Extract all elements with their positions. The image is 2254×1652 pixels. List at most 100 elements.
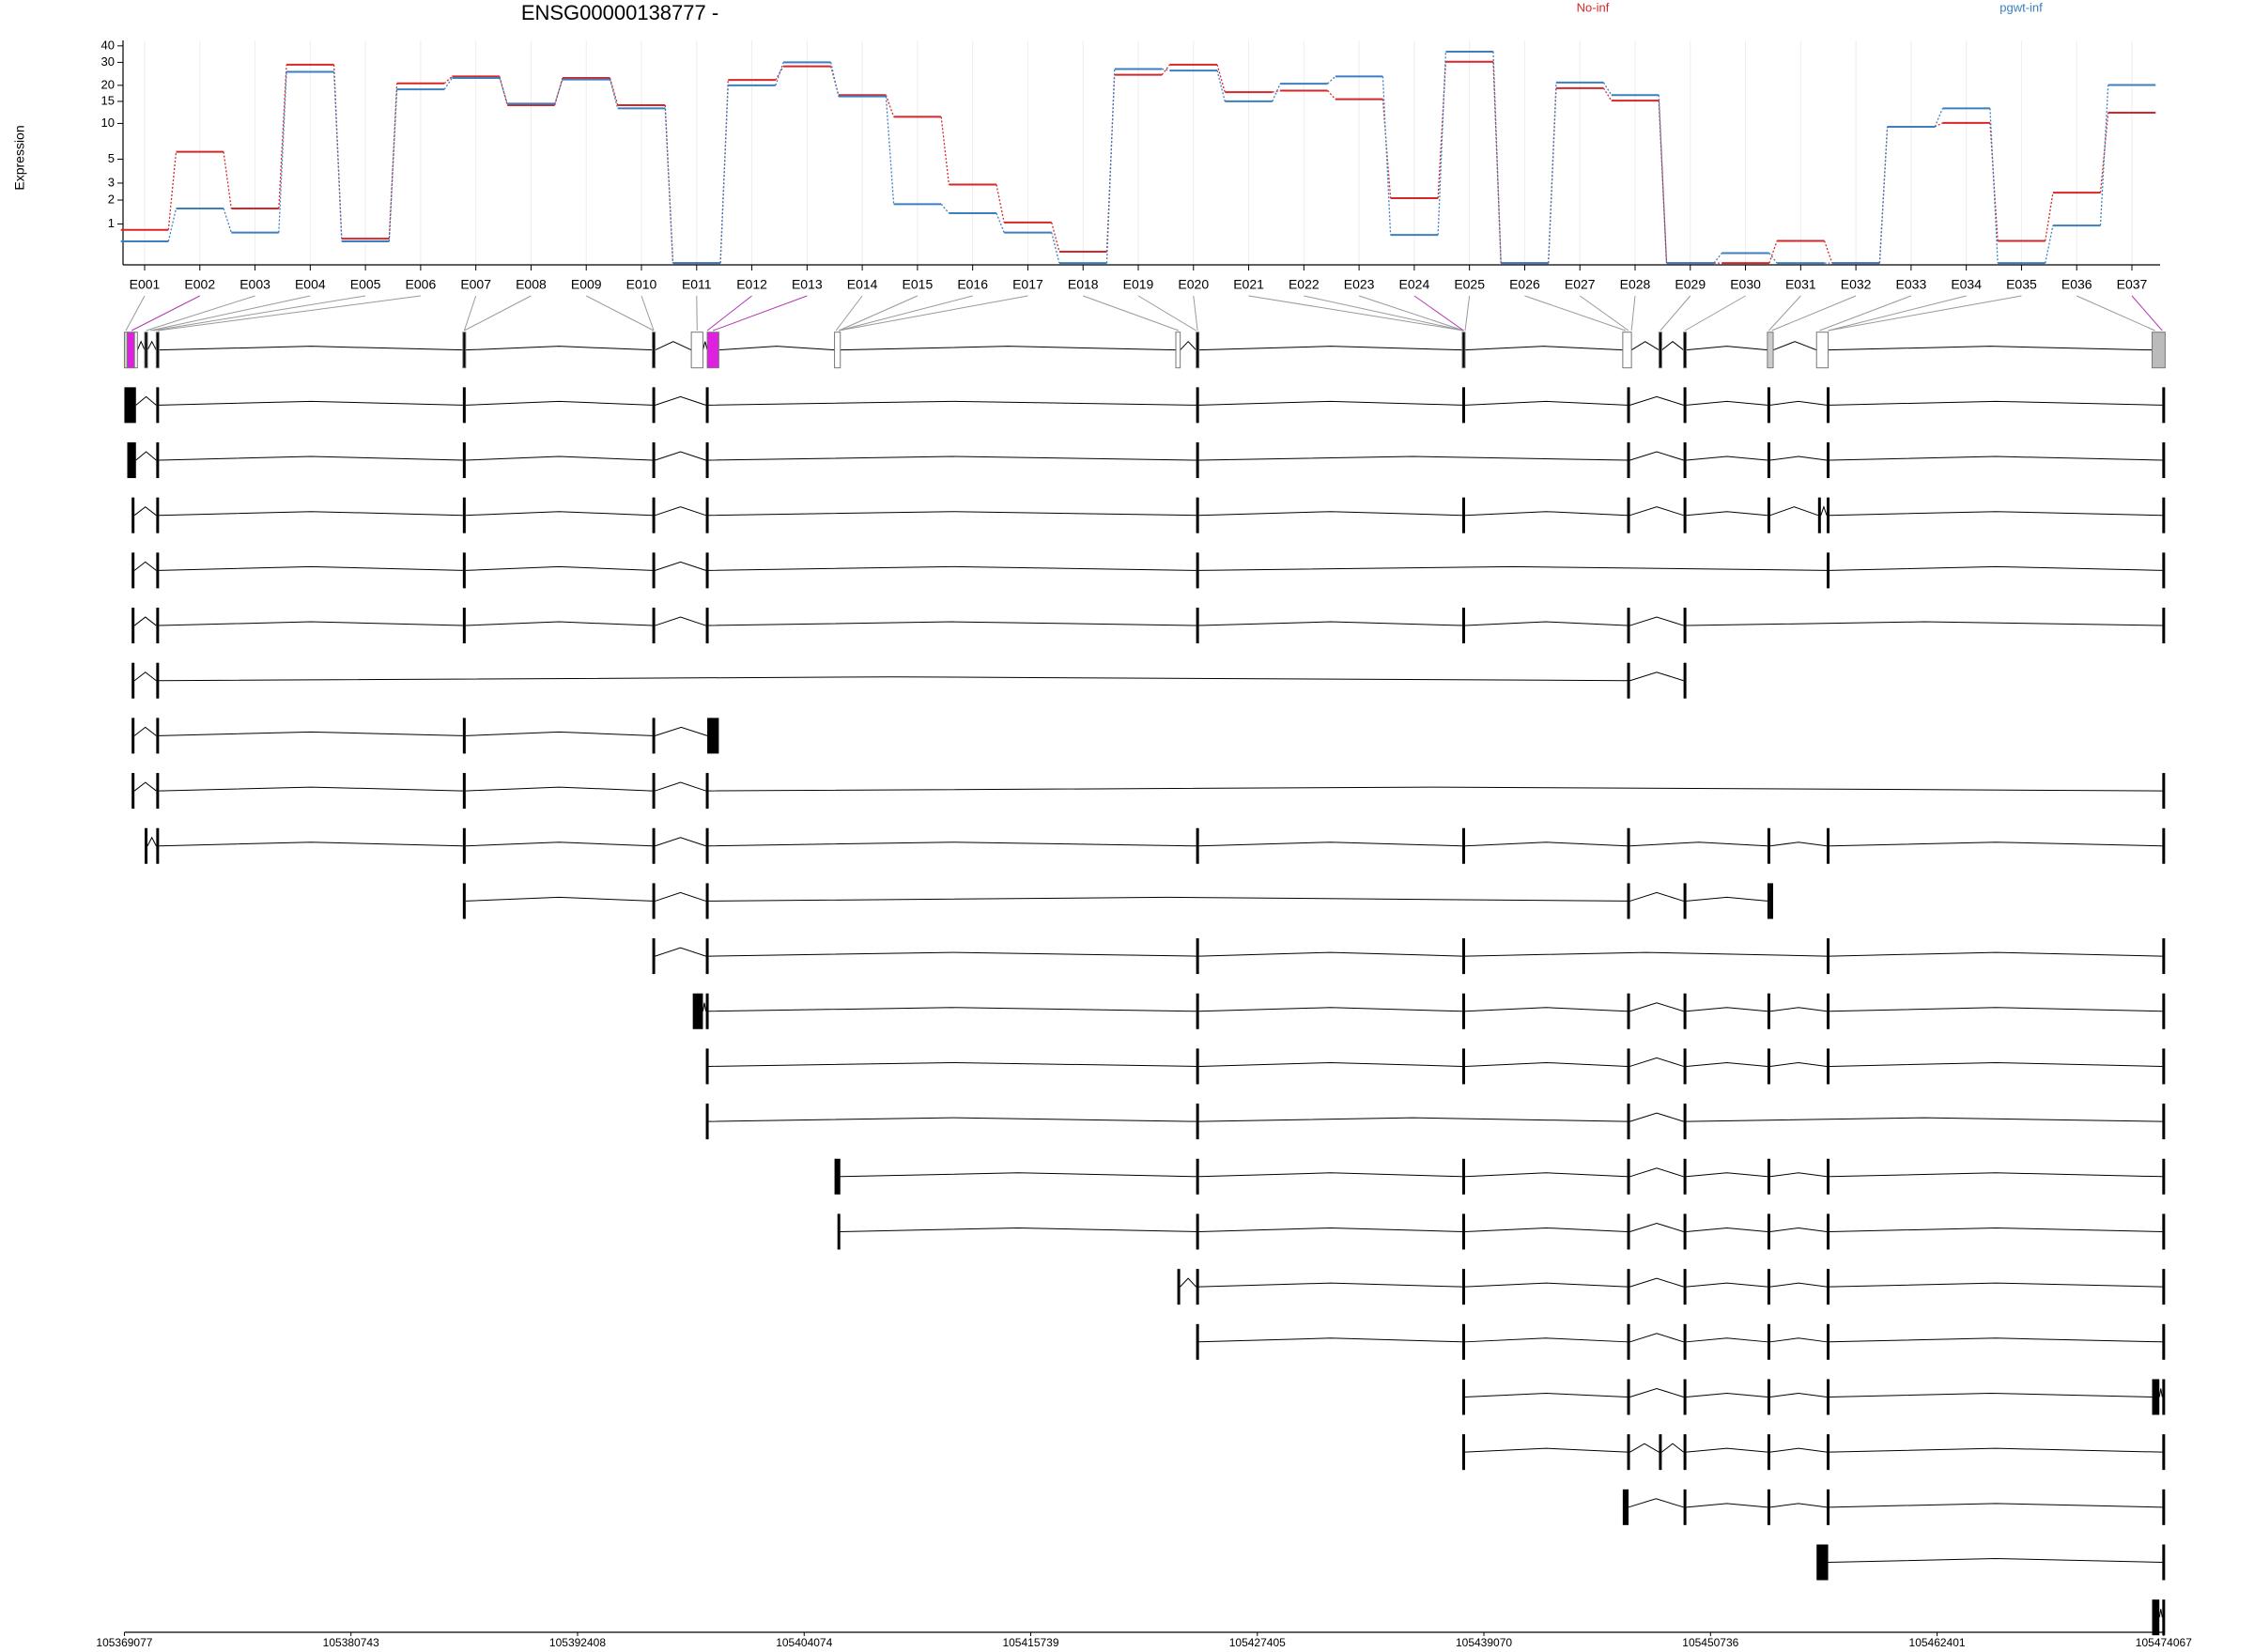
transcript-exon: [131, 718, 135, 754]
intron: [1829, 1007, 2163, 1012]
step-connector: [1548, 82, 1557, 264]
intron: [159, 346, 463, 351]
intron: [1629, 1222, 1684, 1232]
genomic-tick-label: 105462401: [1909, 1636, 1966, 1649]
legend-entry: No-inf: [1577, 0, 1610, 14]
intron: [1464, 346, 1623, 351]
x-tick-label: E018: [1068, 277, 1099, 292]
transcript-exon: [1196, 938, 1199, 975]
intron: [708, 841, 1196, 847]
transcript-exon: [131, 662, 135, 699]
genomic-tick-label: 105415739: [1002, 1636, 1058, 1649]
step-connector: [1105, 69, 1116, 264]
intron: [465, 455, 653, 461]
x-tick-label: E014: [847, 277, 878, 292]
transcript-exon: [145, 827, 148, 864]
intron: [1198, 1337, 1462, 1343]
exon-link: [839, 295, 973, 332]
transcript-exon: [652, 608, 656, 644]
transcript-exon: [1827, 497, 1830, 533]
intron: [1828, 1558, 2163, 1564]
intron: [1628, 1498, 1684, 1508]
transcript-exon: [652, 442, 656, 479]
intron: [465, 565, 653, 571]
transcript-exon: [1196, 1213, 1199, 1250]
intron: [159, 676, 1628, 682]
intron: [1464, 511, 1628, 517]
exon-link: [2076, 295, 2155, 332]
intron: [655, 451, 706, 461]
transcript-exon: [2162, 1323, 2166, 1360]
intron: [1464, 1061, 1628, 1067]
legend-entry: pgwt-inf: [1999, 0, 2043, 14]
transcript-exon: [1827, 1434, 1830, 1471]
x-tick-label: E036: [2061, 277, 2092, 292]
y-tick-label: 20: [101, 77, 115, 91]
intron: [1769, 1392, 1828, 1397]
intron: [159, 565, 463, 571]
transcript-exon: [462, 387, 466, 424]
gene-model-exon: [1815, 332, 1829, 369]
step-connector: [499, 77, 508, 104]
x-tick-label: E006: [406, 277, 437, 292]
intron: [655, 947, 706, 957]
transcript-exon: [1461, 938, 1465, 975]
step-connector: [1272, 89, 1281, 93]
x-tick-label: E001: [130, 277, 161, 292]
exon-link: [1819, 295, 1912, 332]
transcript-exon: [652, 938, 656, 975]
intron: [1198, 400, 1462, 406]
transcript-exon: [1461, 993, 1465, 1029]
transcript-exon: [156, 497, 160, 533]
exon-link: [1083, 295, 1180, 332]
intron: [1686, 1337, 1768, 1343]
transcript-exon: [1683, 387, 1687, 424]
x-tick-label: E031: [1785, 277, 1816, 292]
transcript-exon: [1767, 827, 1770, 864]
transcript-exon: [705, 1048, 709, 1085]
transcript-exon: [1627, 608, 1630, 644]
transcript-exon: [1683, 442, 1687, 479]
gene-model-exon: [652, 332, 656, 369]
transcript-exon: [1827, 442, 1830, 479]
x-tick-label: E024: [1399, 277, 1430, 292]
intron: [465, 896, 653, 902]
exon-link: [146, 295, 255, 332]
transcript-exon: [2162, 1213, 2166, 1250]
step-connector: [1823, 240, 1833, 264]
y-axis-label: Expression: [12, 125, 27, 190]
transcript-exon: [2162, 442, 2166, 479]
x-tick-label: E030: [1730, 277, 1761, 292]
transcript-exon: [1196, 608, 1199, 644]
intron: [1198, 1007, 1462, 1012]
transcript-exon: [2162, 552, 2166, 589]
x-tick-label: E009: [571, 277, 602, 292]
transcript-exon: [156, 773, 160, 810]
transcript-exon: [652, 827, 656, 864]
transcript-exon: [1827, 1489, 1830, 1525]
step-connector: [1162, 68, 1170, 71]
intron: [136, 340, 146, 350]
transcript-exon: [1683, 1213, 1687, 1250]
step-connector: [885, 95, 895, 117]
transcript-exon: [837, 1213, 841, 1250]
exon-link: [1193, 295, 1198, 332]
x-tick-label: E011: [682, 277, 712, 292]
intron: [1629, 672, 1684, 682]
transcript-exon: [705, 608, 709, 644]
x-tick-label: E012: [736, 277, 767, 292]
transcript-exon: [2152, 1379, 2160, 1415]
transcript-exon: [1767, 442, 1770, 479]
exon-link: [157, 295, 421, 332]
intron: [1772, 341, 1817, 351]
intron: [1629, 1443, 1660, 1453]
x-tick-label: E021: [1233, 277, 1264, 292]
step-connector: [443, 75, 453, 85]
gene-model-exon: [462, 332, 467, 369]
intron: [1464, 1007, 1628, 1012]
transcript-exon: [2162, 1599, 2166, 1636]
transcript-exon: [1627, 442, 1630, 479]
step-connector: [1989, 122, 1999, 241]
transcript-exon: [2162, 1489, 2166, 1525]
exon-link: [463, 295, 477, 332]
